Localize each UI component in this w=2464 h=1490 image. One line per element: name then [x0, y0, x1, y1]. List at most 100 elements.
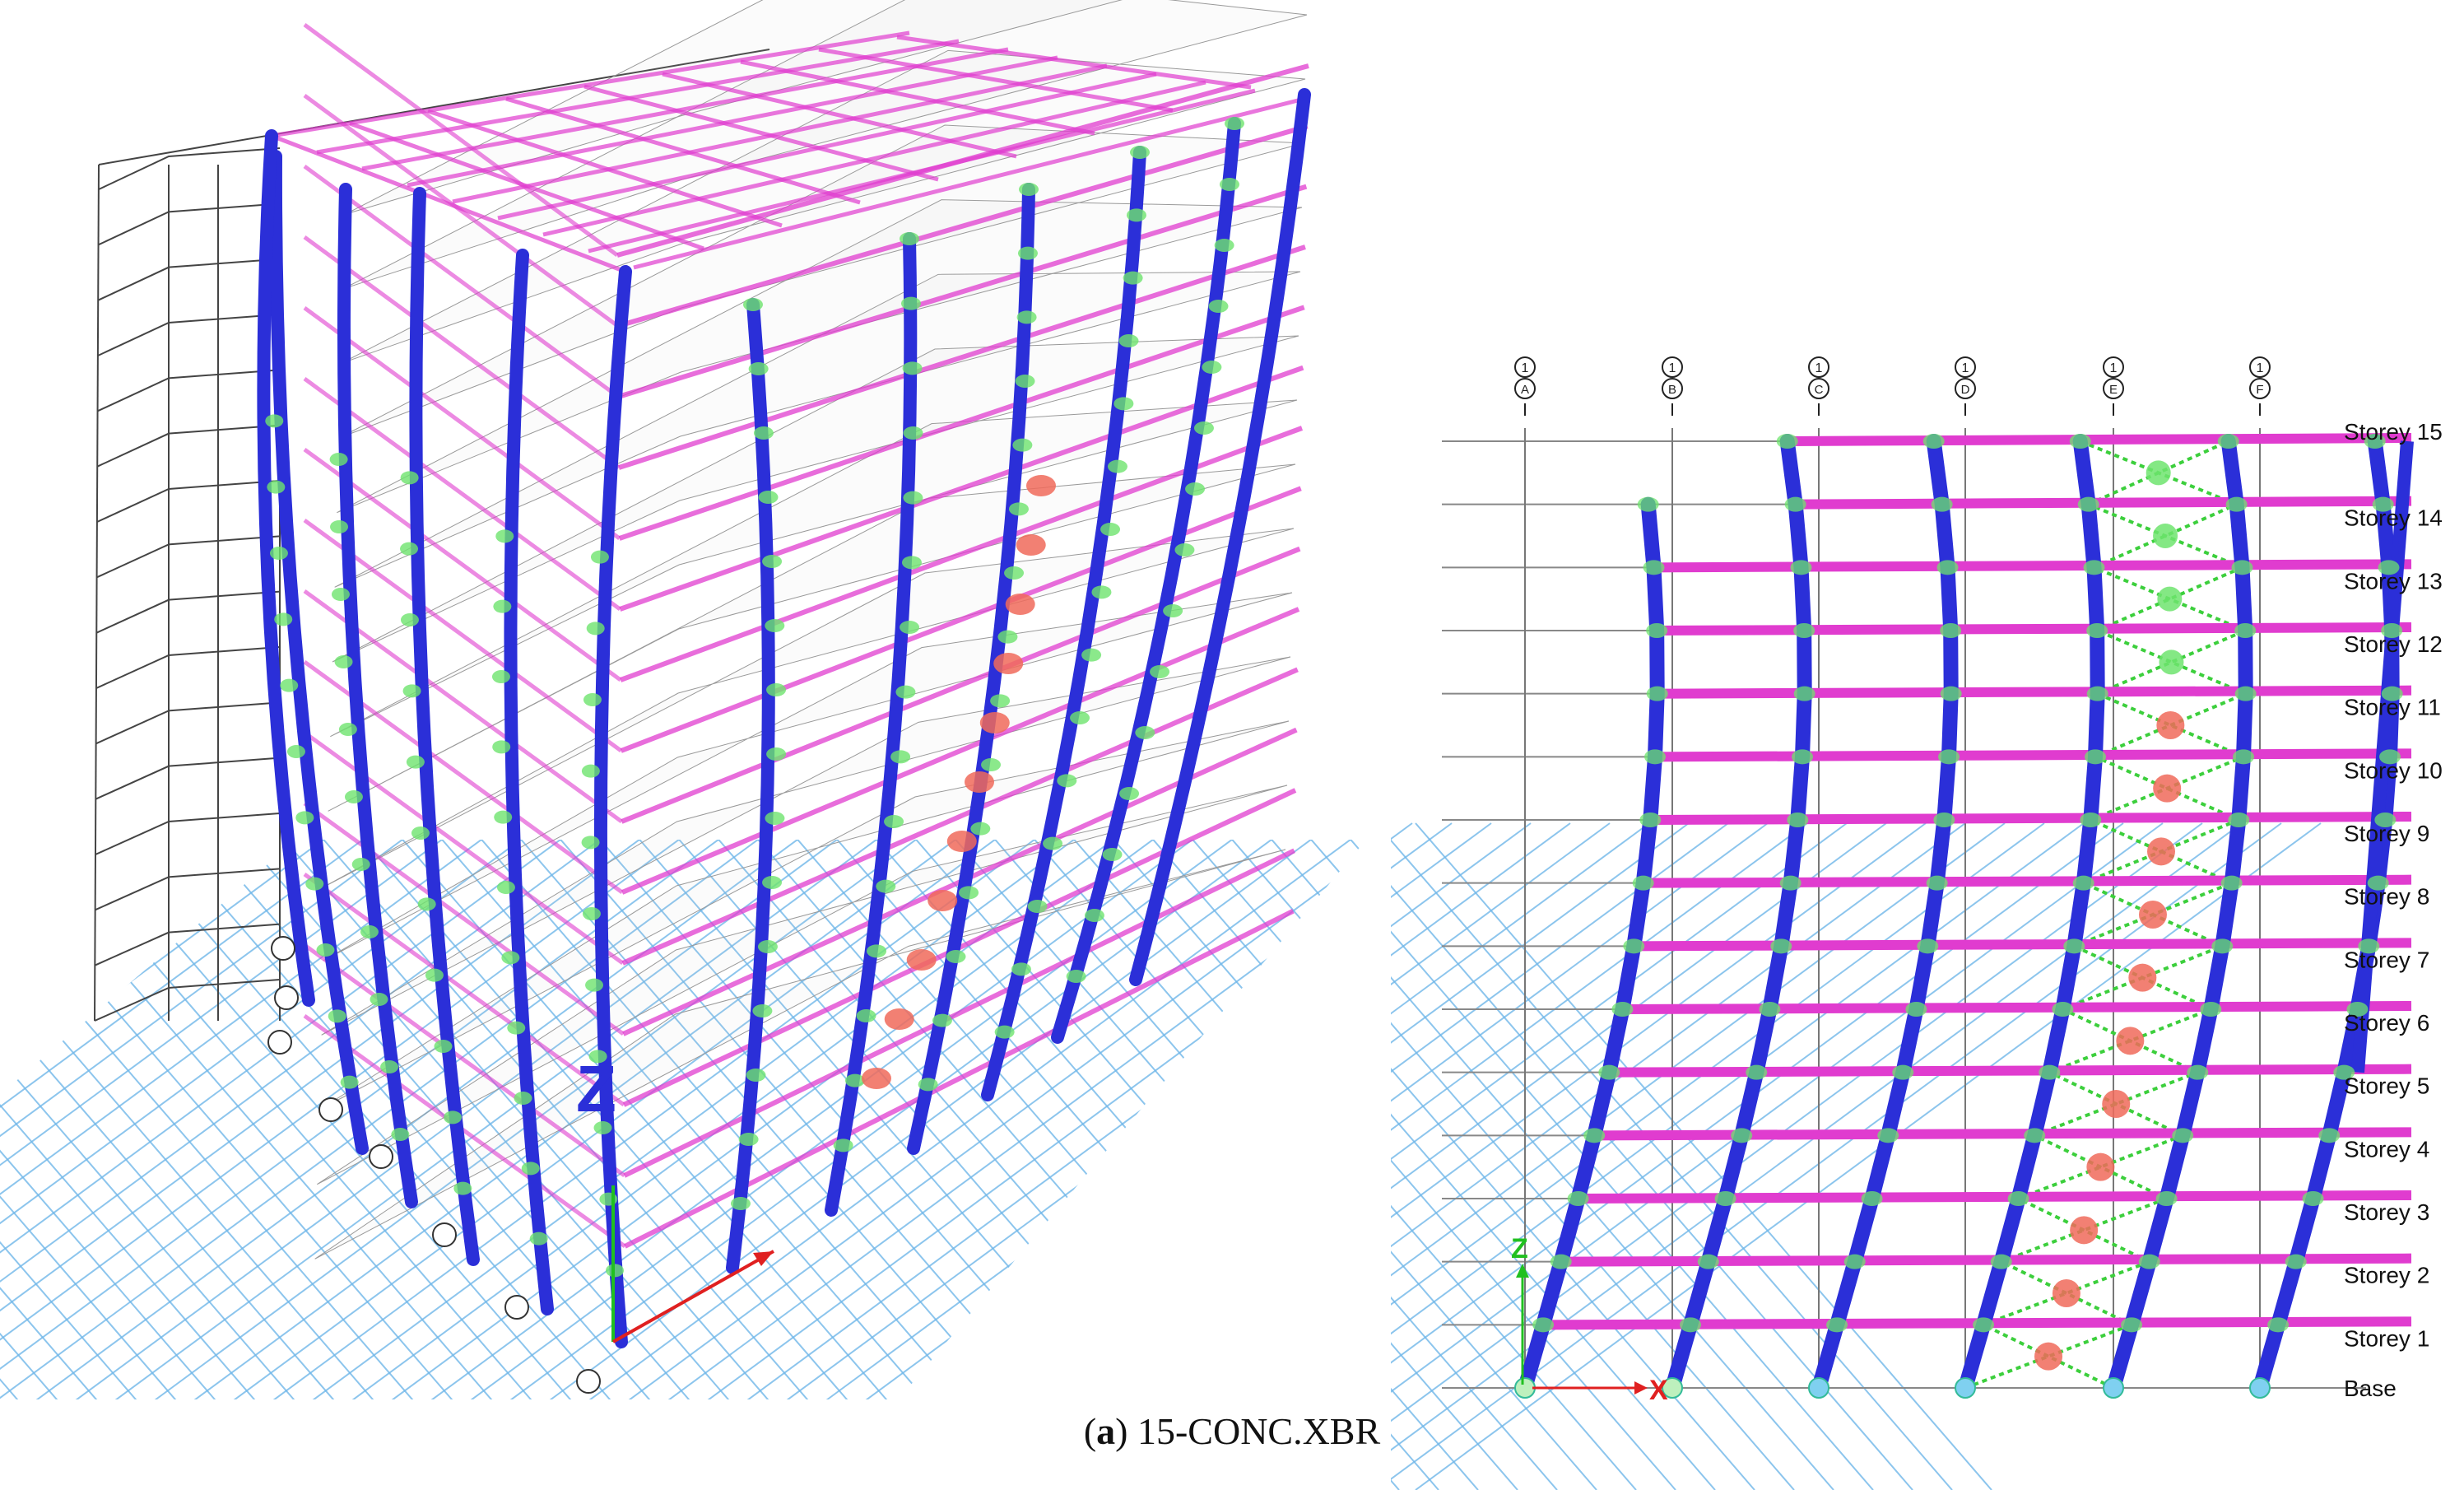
collapse-hinge-3d — [906, 949, 937, 971]
hinge-3d — [1107, 459, 1127, 473]
storey-label: Storey 4 — [2344, 1136, 2429, 1162]
hinge-marker — [1637, 496, 1659, 512]
hinge-3d — [590, 550, 609, 564]
beam-3d — [303, 447, 622, 682]
hinge-3d — [1081, 648, 1102, 662]
column-3d — [337, 183, 418, 1208]
hinge-marker — [2225, 496, 2248, 512]
hinge-marker — [1598, 1064, 1620, 1080]
beam-3d — [303, 305, 621, 541]
hinge-marker — [2364, 434, 2386, 449]
hinge-3d — [493, 599, 512, 613]
hinge-marker — [2172, 1128, 2194, 1143]
column-3d — [268, 150, 369, 1155]
hinge-3d — [901, 556, 922, 570]
ground-grid-line — [1296, 822, 2203, 1490]
hinge-3d — [425, 968, 444, 982]
hinge-3d — [1015, 375, 1035, 388]
hinge-marker — [2367, 875, 2389, 891]
column-line — [1665, 434, 1812, 1395]
hinge-3d — [765, 619, 785, 632]
beam-3d — [617, 184, 1308, 399]
hinge-marker — [1931, 496, 1953, 512]
ground-grid-line — [72, 822, 979, 1490]
beam-line — [1594, 1127, 2412, 1141]
hinge-3d — [507, 1021, 526, 1035]
hinge-3d — [599, 1192, 618, 1206]
storey-label: Storey 13 — [2344, 568, 2443, 594]
hinge-marker — [1917, 938, 1939, 954]
grid-bubbles-3d — [267, 936, 601, 1394]
beam-3d — [303, 235, 621, 470]
brace-hinge-collapse — [2153, 774, 2182, 803]
hinge-marker — [1905, 1002, 1927, 1017]
slab — [323, 592, 1293, 962]
hinge-3d — [267, 480, 286, 494]
hinge-3d — [876, 879, 896, 893]
hinge-3d — [844, 1073, 865, 1087]
collapse-hinge-3d — [862, 1068, 891, 1089]
roof-beam — [361, 47, 1009, 171]
hinge-3d — [316, 943, 335, 957]
hinge-3d — [360, 925, 379, 938]
hinge-marker — [1990, 1254, 2012, 1269]
grid-bubble-top — [1955, 356, 1976, 378]
hinge-marker — [2378, 560, 2400, 575]
hinge-3d — [274, 612, 293, 626]
grid-bubbles-elevation: 1 A 1 B 1 C 1 D 1 E 1 F — [1514, 356, 2271, 416]
ground-grid-line — [506, 822, 1413, 1490]
ground-grid-line — [0, 822, 623, 1283]
hinge-marker — [1746, 1064, 1768, 1080]
hinge-3d — [521, 1162, 540, 1176]
hinge-3d — [265, 414, 284, 428]
hinge-3d — [765, 812, 785, 825]
ground-grid-line — [0, 1103, 333, 1490]
ground-grid-line — [190, 822, 1097, 1490]
base-support — [1514, 1377, 1536, 1399]
hinge-marker — [2007, 1191, 2029, 1206]
grid-bubble-3d — [576, 1369, 601, 1394]
ground-grid-line — [32, 822, 939, 1490]
hinge-marker — [2285, 1254, 2307, 1269]
plastic-hinges-elevation — [1514, 434, 2403, 1399]
ground-grid-line — [0, 1241, 215, 1490]
storey-label: Storey 10 — [2344, 757, 2443, 783]
grid-bubble-top — [2249, 356, 2271, 378]
beam-3d — [623, 848, 1295, 1178]
storey-labels: Storey 15 Storey 14 Storey 13 Storey 12 Stor… — [2344, 419, 2443, 1401]
column-3d — [726, 298, 775, 1274]
hinge-marker — [2052, 1002, 2074, 1017]
hinge-marker — [1936, 560, 1959, 575]
brace-hinge-collapse — [2086, 1152, 2115, 1181]
beam-line — [1657, 622, 2412, 636]
ground-grid-line — [0, 822, 425, 1138]
grid-bubble-3d — [318, 1097, 343, 1122]
hinge-marker — [2381, 686, 2403, 701]
hinge-3d — [514, 1092, 532, 1105]
storey-label: Storey 1 — [2344, 1325, 2429, 1351]
hinge-3d — [492, 740, 511, 754]
hinge-3d — [762, 555, 783, 568]
collapse-hinge-3d — [979, 712, 1010, 733]
beam-3d — [303, 943, 626, 1178]
roof-beam — [497, 72, 1157, 221]
storey-label: Storey 14 — [2344, 505, 2443, 531]
z-arrow-head-2d — [1516, 1264, 1529, 1278]
hinge-3d — [582, 907, 601, 920]
beam-line — [1643, 874, 2412, 888]
caption-label: a — [1096, 1410, 1116, 1452]
hinge-3d — [1084, 909, 1104, 922]
hinge-marker — [2155, 1191, 2178, 1206]
hinge-marker — [1611, 1002, 1634, 1017]
hinge-3d — [391, 1128, 410, 1141]
axis-triad-2d: Z X — [1511, 1233, 1668, 1406]
hinge-3d — [411, 826, 430, 840]
column-lines-3d — [257, 88, 1311, 1348]
grid-bubble-top-label: 1 — [2110, 361, 2118, 375]
beam-line — [1795, 496, 2412, 510]
hinge-marker — [2233, 749, 2255, 765]
hinge-marker — [1623, 938, 1645, 954]
hinge-marker — [2346, 1002, 2369, 1017]
ground-mask-bottom — [0, 1399, 1391, 1490]
